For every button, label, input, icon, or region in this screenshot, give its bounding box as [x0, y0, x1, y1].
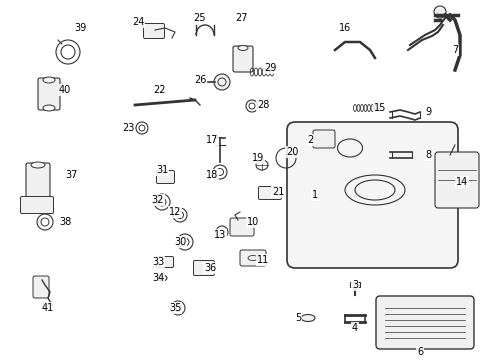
Text: 3: 3 — [351, 280, 357, 290]
Text: 6: 6 — [416, 347, 422, 357]
Text: 32: 32 — [151, 195, 164, 205]
FancyBboxPatch shape — [229, 218, 253, 236]
Text: 16: 16 — [338, 23, 350, 33]
FancyBboxPatch shape — [20, 197, 53, 213]
Text: 11: 11 — [256, 255, 268, 265]
Text: 38: 38 — [59, 217, 71, 227]
FancyBboxPatch shape — [33, 276, 49, 298]
Text: 9: 9 — [424, 107, 430, 117]
Ellipse shape — [301, 315, 314, 321]
Text: 37: 37 — [66, 170, 78, 180]
Text: 35: 35 — [168, 303, 181, 313]
Text: 30: 30 — [174, 237, 186, 247]
Text: 19: 19 — [251, 153, 264, 163]
FancyBboxPatch shape — [156, 171, 174, 184]
Text: 33: 33 — [152, 257, 164, 267]
FancyBboxPatch shape — [375, 296, 473, 349]
Text: 2: 2 — [306, 135, 312, 145]
Text: 28: 28 — [256, 100, 268, 110]
Text: 14: 14 — [455, 177, 467, 187]
FancyBboxPatch shape — [312, 130, 334, 148]
Text: 22: 22 — [153, 85, 166, 95]
FancyBboxPatch shape — [258, 186, 281, 199]
Ellipse shape — [43, 105, 55, 111]
Text: 1: 1 — [311, 190, 317, 200]
Text: 40: 40 — [59, 85, 71, 95]
Text: 36: 36 — [203, 263, 216, 273]
Text: 13: 13 — [213, 230, 225, 240]
Text: 10: 10 — [246, 217, 259, 227]
FancyBboxPatch shape — [38, 78, 60, 110]
Text: 20: 20 — [285, 147, 298, 157]
Text: 24: 24 — [132, 17, 144, 27]
FancyBboxPatch shape — [232, 46, 252, 72]
FancyBboxPatch shape — [286, 122, 457, 268]
Circle shape — [433, 6, 445, 18]
FancyBboxPatch shape — [434, 152, 478, 208]
FancyBboxPatch shape — [26, 163, 50, 197]
Text: 21: 21 — [271, 187, 284, 197]
FancyBboxPatch shape — [240, 250, 265, 266]
FancyBboxPatch shape — [156, 256, 173, 267]
Text: 5: 5 — [294, 313, 301, 323]
Bar — [349, 282, 359, 287]
Text: 25: 25 — [193, 13, 206, 23]
Text: 31: 31 — [156, 165, 168, 175]
Ellipse shape — [238, 45, 247, 50]
Text: 8: 8 — [424, 150, 430, 160]
Ellipse shape — [43, 77, 55, 83]
FancyBboxPatch shape — [193, 261, 214, 275]
Text: 12: 12 — [168, 207, 181, 217]
Text: 15: 15 — [373, 103, 386, 113]
Text: 17: 17 — [205, 135, 218, 145]
Text: 23: 23 — [122, 123, 134, 133]
Ellipse shape — [31, 162, 45, 168]
Text: 41: 41 — [42, 303, 54, 313]
FancyBboxPatch shape — [143, 23, 164, 39]
Text: 7: 7 — [451, 45, 457, 55]
Text: 34: 34 — [152, 273, 164, 283]
Text: 4: 4 — [351, 323, 357, 333]
Ellipse shape — [337, 139, 362, 157]
Circle shape — [214, 74, 229, 90]
Text: 27: 27 — [235, 13, 248, 23]
Text: 29: 29 — [263, 63, 276, 73]
Text: 39: 39 — [74, 23, 86, 33]
Text: 18: 18 — [205, 170, 218, 180]
Text: 26: 26 — [193, 75, 206, 85]
